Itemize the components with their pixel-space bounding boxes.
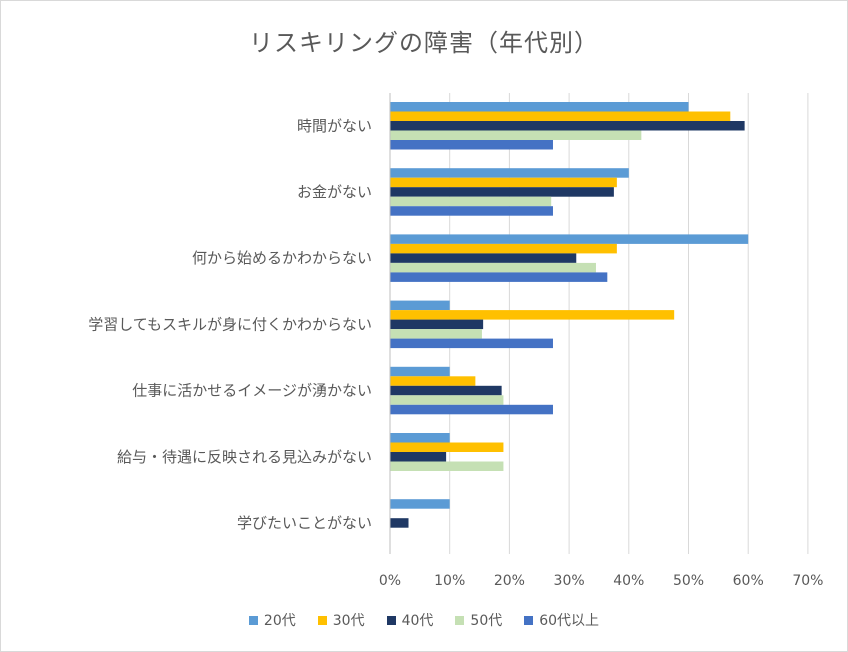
legend-label: 20代 [263, 613, 296, 629]
bar [390, 385, 502, 396]
x-tick-label: 40% [613, 573, 644, 589]
bar [390, 177, 617, 188]
bar [390, 376, 476, 386]
bar [390, 366, 450, 377]
bar [390, 102, 689, 112]
legend-swatch [524, 615, 534, 625]
bar [390, 518, 409, 528]
plot-area: 0% 10% 20% 30% 40% 50% 60% 70% 時間がないお金がない何から始めるか… [88, 93, 823, 589]
bar [390, 329, 482, 339]
legend-item: 40代 [386, 610, 434, 630]
bar [390, 433, 450, 443]
category-label: 何から始めるかわからない [192, 249, 372, 267]
bar [390, 319, 484, 330]
bar [390, 338, 553, 349]
legend-swatch [317, 615, 327, 625]
legend-label: 60代以上 [539, 613, 600, 629]
bar [390, 243, 617, 254]
bar [390, 187, 614, 197]
category-label: 時間がない [297, 117, 372, 135]
bar [390, 140, 553, 150]
bar [390, 121, 745, 131]
bar [390, 395, 504, 405]
bar [390, 404, 553, 415]
chart-title: リスキリングの障害（年代別） [249, 29, 599, 57]
legend-item: 60代以上 [524, 610, 599, 630]
bar [390, 234, 749, 244]
bar [390, 196, 552, 207]
bar [390, 111, 731, 121]
bar [390, 442, 504, 452]
legend-swatch [248, 615, 258, 625]
bar [390, 206, 553, 216]
x-tick-label: 50% [673, 573, 704, 589]
bar [390, 272, 608, 282]
legend-item: 20代 [248, 610, 296, 630]
bar [390, 168, 629, 178]
category-label: 仕事に活かせるイメージが湧かない [132, 382, 372, 400]
bar [390, 253, 577, 263]
bar [390, 300, 450, 311]
bar [390, 452, 447, 462]
legend: 20代 30代 40代 50代 60代以上 [1, 610, 847, 630]
bar [390, 461, 504, 471]
legend-swatch [386, 615, 396, 625]
bar [390, 499, 450, 509]
legend-label: 30代 [332, 613, 365, 629]
category-label: 学びたいことがない [237, 514, 372, 532]
category-label: お金がない [297, 183, 372, 201]
legend-label: 50代 [470, 613, 503, 629]
category-label: 学習してもスキルが身に付くかわからない [88, 315, 372, 333]
x-tick-label: 0% [379, 573, 401, 589]
bar [390, 310, 675, 320]
legend-item: 30代 [317, 610, 365, 630]
x-tick-label: 10% [434, 573, 465, 589]
legend-item: 50代 [455, 610, 502, 630]
category-label: 給与・待遇に反映される見込みがない [117, 448, 372, 466]
x-tick-label: 20% [494, 573, 525, 589]
x-tick-label: 60% [733, 573, 764, 589]
legend-label: 40代 [401, 613, 434, 629]
x-tick-label: 70% [792, 573, 823, 589]
x-tick-label: 30% [554, 573, 585, 589]
bar [390, 262, 596, 273]
bar [390, 130, 642, 140]
legend-swatch [455, 615, 465, 625]
